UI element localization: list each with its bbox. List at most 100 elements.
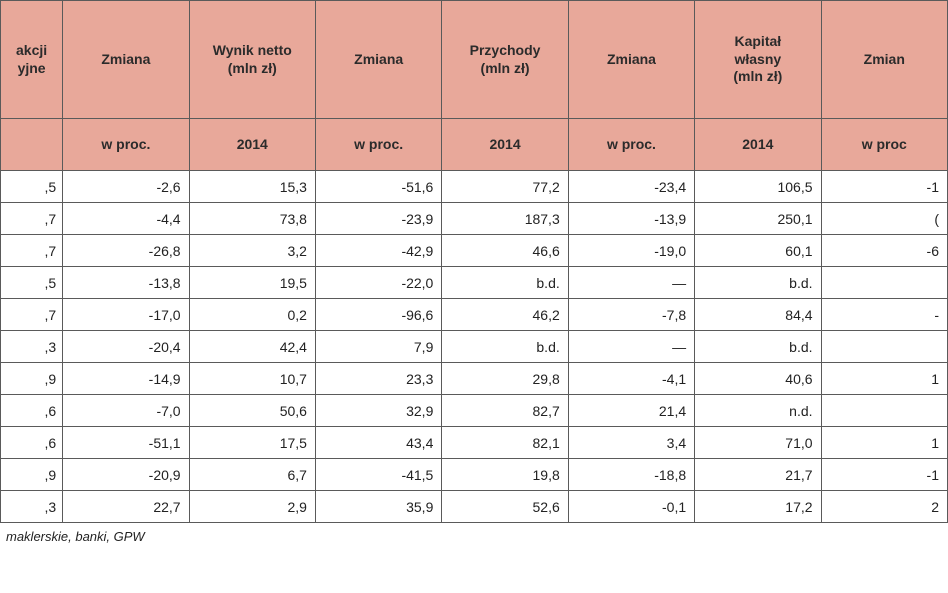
hdr-zmiana-4: Zmian xyxy=(821,1,947,119)
cell: ,9 xyxy=(1,363,63,395)
cell: 35,9 xyxy=(315,491,441,523)
table-row: ,9-14,910,723,329,8-4,140,61 xyxy=(1,363,948,395)
cell: 42,4 xyxy=(189,331,315,363)
cell: 22,7 xyxy=(63,491,189,523)
cell: -1 xyxy=(821,459,947,491)
cell: 1 xyxy=(821,363,947,395)
cell: -18,8 xyxy=(568,459,694,491)
cell: -14,9 xyxy=(63,363,189,395)
cell xyxy=(821,331,947,363)
table-row: ,5-13,819,5-22,0b.d.—b.d. xyxy=(1,267,948,299)
cell: -96,6 xyxy=(315,299,441,331)
cell: 82,1 xyxy=(442,427,568,459)
cell: -23,4 xyxy=(568,171,694,203)
cell: 52,6 xyxy=(442,491,568,523)
cell: 3,4 xyxy=(568,427,694,459)
hdr-wynik: Wynik netto(mln zł) xyxy=(189,1,315,119)
cell: -7,0 xyxy=(63,395,189,427)
cell: 10,7 xyxy=(189,363,315,395)
table-row: ,9-20,96,7-41,519,8-18,821,7-1 xyxy=(1,459,948,491)
cell: -23,9 xyxy=(315,203,441,235)
cell: b.d. xyxy=(695,331,821,363)
cell: 50,6 xyxy=(189,395,315,427)
cell: -42,9 xyxy=(315,235,441,267)
cell: 1 xyxy=(821,427,947,459)
cell: 3,2 xyxy=(189,235,315,267)
sub-6: 2014 xyxy=(695,119,821,171)
cell: -13,9 xyxy=(568,203,694,235)
cell: 60,1 xyxy=(695,235,821,267)
table-footnote: maklerskie, banki, GPW xyxy=(0,523,948,544)
cell: 21,4 xyxy=(568,395,694,427)
cell: 15,3 xyxy=(189,171,315,203)
cell: ( xyxy=(821,203,947,235)
cell: 19,5 xyxy=(189,267,315,299)
sub-0 xyxy=(1,119,63,171)
cell: 250,1 xyxy=(695,203,821,235)
table-row: ,6-7,050,632,982,721,4n.d. xyxy=(1,395,948,427)
cell: ,6 xyxy=(1,427,63,459)
cell: 17,5 xyxy=(189,427,315,459)
cell: -17,0 xyxy=(63,299,189,331)
cell: 46,6 xyxy=(442,235,568,267)
financial-table: akcjiyjne Zmiana Wynik netto(mln zł) Zmi… xyxy=(0,0,948,523)
table-row: ,7-26,83,2-42,946,6-19,060,1-6 xyxy=(1,235,948,267)
table-row: ,3-20,442,47,9b.d.—b.d. xyxy=(1,331,948,363)
cell: b.d. xyxy=(442,267,568,299)
cell: ,3 xyxy=(1,331,63,363)
cell: - xyxy=(821,299,947,331)
cell: 21,7 xyxy=(695,459,821,491)
cell: 19,8 xyxy=(442,459,568,491)
financial-table-wrapper: akcjiyjne Zmiana Wynik netto(mln zł) Zmi… xyxy=(0,0,948,523)
cell: -7,8 xyxy=(568,299,694,331)
cell: 40,6 xyxy=(695,363,821,395)
cell: -22,0 xyxy=(315,267,441,299)
table-row: ,7-4,473,8-23,9187,3-13,9250,1( xyxy=(1,203,948,235)
hdr-przychody: Przychody(mln zł) xyxy=(442,1,568,119)
cell: 6,7 xyxy=(189,459,315,491)
cell: -26,8 xyxy=(63,235,189,267)
cell: ,5 xyxy=(1,171,63,203)
sub-4: 2014 xyxy=(442,119,568,171)
cell: 71,0 xyxy=(695,427,821,459)
header-row-1: akcjiyjne Zmiana Wynik netto(mln zł) Zmi… xyxy=(1,1,948,119)
cell: 2,9 xyxy=(189,491,315,523)
hdr-kapital: Kapitałwłasny(mln zł) xyxy=(695,1,821,119)
cell: ,7 xyxy=(1,299,63,331)
cell: 106,5 xyxy=(695,171,821,203)
cell: -20,4 xyxy=(63,331,189,363)
cell: -51,6 xyxy=(315,171,441,203)
sub-2: 2014 xyxy=(189,119,315,171)
sub-5: w proc. xyxy=(568,119,694,171)
cell: 187,3 xyxy=(442,203,568,235)
cell: -4,4 xyxy=(63,203,189,235)
hdr-zmiana-3: Zmiana xyxy=(568,1,694,119)
cell: -1 xyxy=(821,171,947,203)
cell: 46,2 xyxy=(442,299,568,331)
sub-1: w proc. xyxy=(63,119,189,171)
cell: 84,4 xyxy=(695,299,821,331)
cell: 23,3 xyxy=(315,363,441,395)
table-body: ,5-2,615,3-51,677,2-23,4106,5-1,7-4,473,… xyxy=(1,171,948,523)
cell: b.d. xyxy=(695,267,821,299)
cell: b.d. xyxy=(442,331,568,363)
cell: 43,4 xyxy=(315,427,441,459)
cell: — xyxy=(568,331,694,363)
cell: ,9 xyxy=(1,459,63,491)
table-row: ,7-17,00,2-96,646,2-7,884,4- xyxy=(1,299,948,331)
header-row-2: w proc. 2014 w proc. 2014 w proc. 2014 w… xyxy=(1,119,948,171)
cell: -13,8 xyxy=(63,267,189,299)
cell: 82,7 xyxy=(442,395,568,427)
cell: 77,2 xyxy=(442,171,568,203)
cell: ,7 xyxy=(1,235,63,267)
cell xyxy=(821,395,947,427)
cell: ,5 xyxy=(1,267,63,299)
cell: -2,6 xyxy=(63,171,189,203)
cell: -41,5 xyxy=(315,459,441,491)
cell: ,7 xyxy=(1,203,63,235)
table-row: ,5-2,615,3-51,677,2-23,4106,5-1 xyxy=(1,171,948,203)
cell: -4,1 xyxy=(568,363,694,395)
cell: n.d. xyxy=(695,395,821,427)
cell: ,3 xyxy=(1,491,63,523)
hdr-zmiana-2: Zmiana xyxy=(315,1,441,119)
